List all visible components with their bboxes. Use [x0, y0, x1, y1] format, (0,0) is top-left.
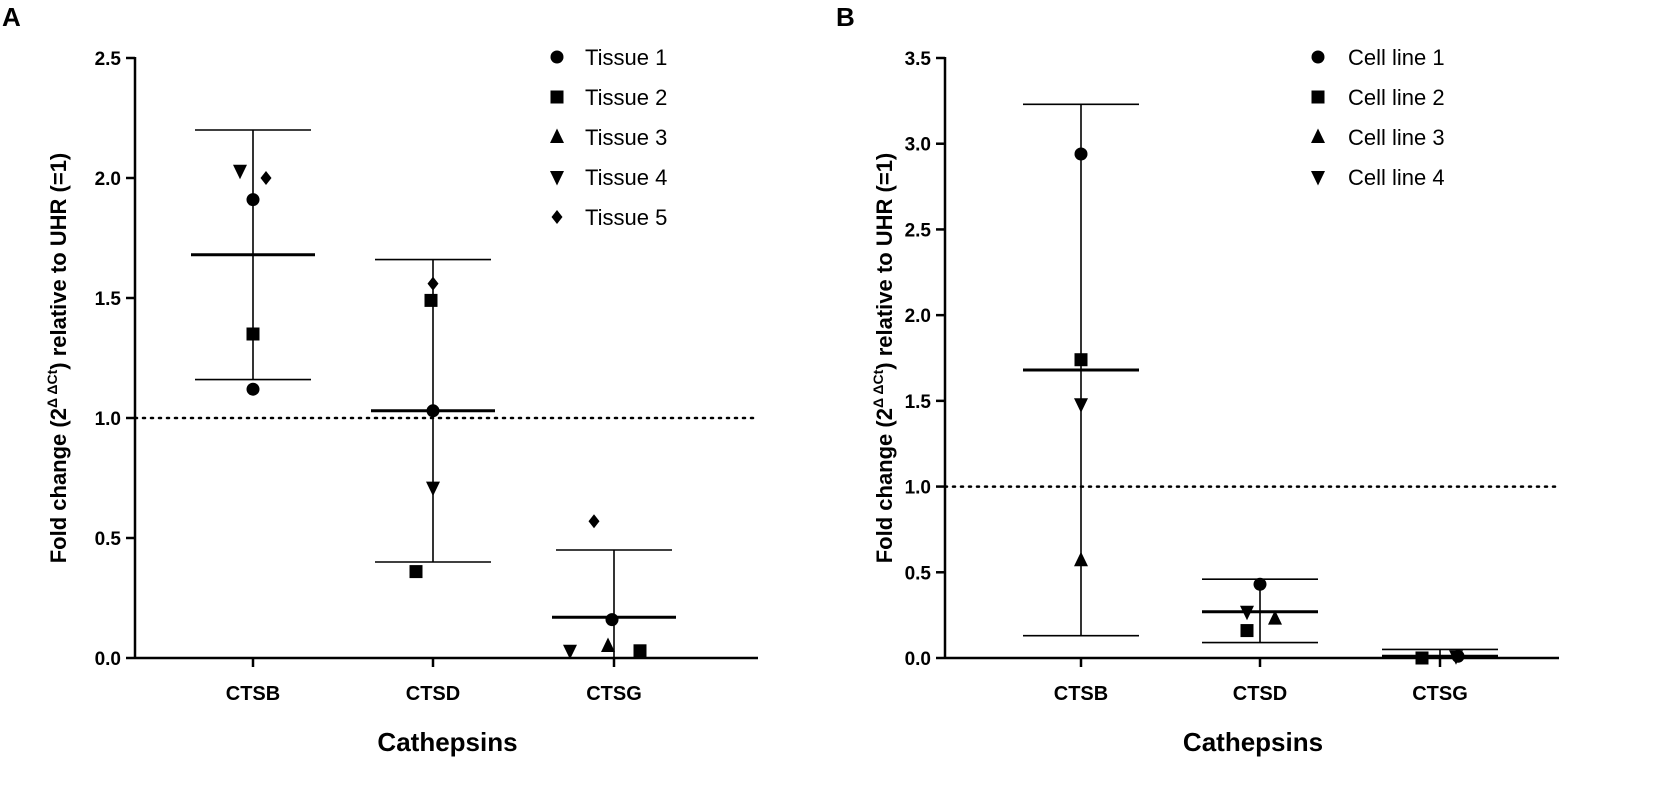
y-tick-label: 1.0	[905, 478, 931, 499]
y-tick-label: 3.5	[905, 49, 932, 70]
point-square	[633, 644, 647, 658]
point-diamond	[588, 514, 600, 529]
x-tick-label-ctsb: CTSB	[226, 683, 280, 705]
y-axis-title-superscript: Δ ΔCt	[870, 369, 886, 408]
point-diamond	[260, 171, 272, 185]
legend-label: Tissue 3	[585, 125, 667, 150]
y-axis-title-main: Fold change (2	[46, 408, 71, 563]
point-triangle-up	[1074, 551, 1088, 567]
x-axis-title: Cathepsins	[377, 727, 517, 757]
point-circle	[246, 382, 260, 396]
y-tick-label: 0.5	[905, 563, 932, 584]
point-circle	[246, 193, 260, 207]
legend-marker-triangle-down	[550, 171, 564, 186]
legend-label: Tissue 2	[585, 85, 667, 110]
point-triangle-up	[1268, 610, 1282, 625]
legend-label: Cell line 4	[1348, 165, 1445, 190]
axes: 0.0 0.5 1.0 1.5 2.0 2.5 3.0 3.5 CTSB CTSD CTSG	[905, 49, 1559, 705]
chart-panel-b: 0.0 0.5 1.0 1.5 2.0 2.5 3.0 3.5 CTSB CTSD CTSG Cell…	[870, 45, 1561, 757]
y-axis-title: Fold change (2Δ ΔCt) relative to UHR (=1…	[44, 153, 71, 564]
point-square	[1074, 353, 1088, 367]
point-triangle-up	[601, 637, 615, 652]
legend-marker-square	[550, 90, 564, 104]
y-axis-title-superscript: Δ ΔCt	[44, 369, 60, 408]
x-tick-label-ctsg: CTSG	[586, 683, 642, 705]
point-circle	[1074, 147, 1088, 161]
y-tick-label: 2.0	[905, 306, 931, 327]
data-points	[1074, 147, 1465, 665]
legend: Cell line 1 Cell line 2 Cell line 3 Cell li…	[1311, 45, 1445, 190]
y-tick-label: 0.5	[95, 529, 122, 550]
y-tick-label: 0.0	[95, 649, 121, 670]
y-tick-label: 1.5	[905, 392, 932, 413]
axes: 0.0 0.5 1.0 1.5 2.0 2.5 CTSB CTSD CTSG	[95, 49, 758, 705]
point-circle	[1253, 577, 1267, 591]
point-circle	[426, 404, 440, 418]
legend-marker-square	[1311, 90, 1325, 104]
point-triangle-down	[233, 164, 247, 180]
legend-marker-triangle-up	[550, 128, 564, 143]
legend-marker-circle	[1311, 50, 1325, 64]
y-axis-title-rest: ) relative to UHR (=1)	[46, 153, 71, 370]
summary-bars	[1023, 103, 1498, 658]
legend-marker-triangle-down	[1311, 171, 1325, 186]
point-square	[1415, 651, 1429, 665]
panel-letter-b: B	[836, 2, 855, 32]
legend-label: Cell line 3	[1348, 125, 1445, 150]
y-axis-title-main: Fold change (2	[872, 408, 897, 563]
y-tick-label: 2.0	[95, 169, 121, 190]
x-tick-label-ctsd: CTSD	[406, 683, 460, 705]
y-tick-label: 3.0	[905, 135, 931, 156]
y-axis-title-rest: ) relative to UHR (=1)	[872, 153, 897, 370]
point-triangle-down	[1449, 650, 1463, 665]
point-triangle-down	[1074, 398, 1088, 413]
x-tick-label-ctsb: CTSB	[1054, 683, 1108, 705]
panel-letter-a: A	[2, 2, 21, 32]
point-triangle-down	[426, 481, 440, 497]
point-square	[409, 565, 423, 579]
x-tick-label-ctsg: CTSG	[1412, 683, 1468, 705]
legend-label: Tissue 1	[585, 45, 667, 70]
legend-label: Tissue 5	[585, 205, 667, 230]
legend-label: Tissue 4	[585, 165, 667, 190]
point-square	[1240, 624, 1254, 638]
x-tick-label-ctsd: CTSD	[1233, 683, 1287, 705]
point-diamond	[427, 276, 439, 291]
legend: Tissue 1 Tissue 2 Tissue 3 Tissue 4 Tissue 5	[550, 45, 667, 230]
legend-label: Cell line 1	[1348, 45, 1445, 70]
y-axis-title: Fold change (2Δ ΔCt) relative to UHR (=1…	[870, 153, 897, 564]
y-tick-label: 1.5	[95, 289, 122, 310]
y-tick-label: 2.5	[95, 49, 122, 70]
point-square	[424, 293, 438, 307]
legend-marker-circle	[550, 50, 564, 64]
y-tick-label: 2.5	[905, 220, 932, 241]
y-tick-label: 0.0	[905, 649, 931, 670]
x-axis-title: Cathepsins	[1183, 727, 1323, 757]
point-triangle-down	[563, 644, 577, 660]
y-tick-label: 1.0	[95, 409, 121, 430]
point-triangle-down	[1240, 605, 1254, 621]
data-points	[233, 164, 647, 660]
legend-marker-triangle-up	[1311, 128, 1325, 143]
legend-marker-diamond	[551, 210, 563, 224]
point-circle	[605, 613, 619, 627]
legend-label: Cell line 2	[1348, 85, 1445, 110]
point-square	[246, 327, 260, 341]
